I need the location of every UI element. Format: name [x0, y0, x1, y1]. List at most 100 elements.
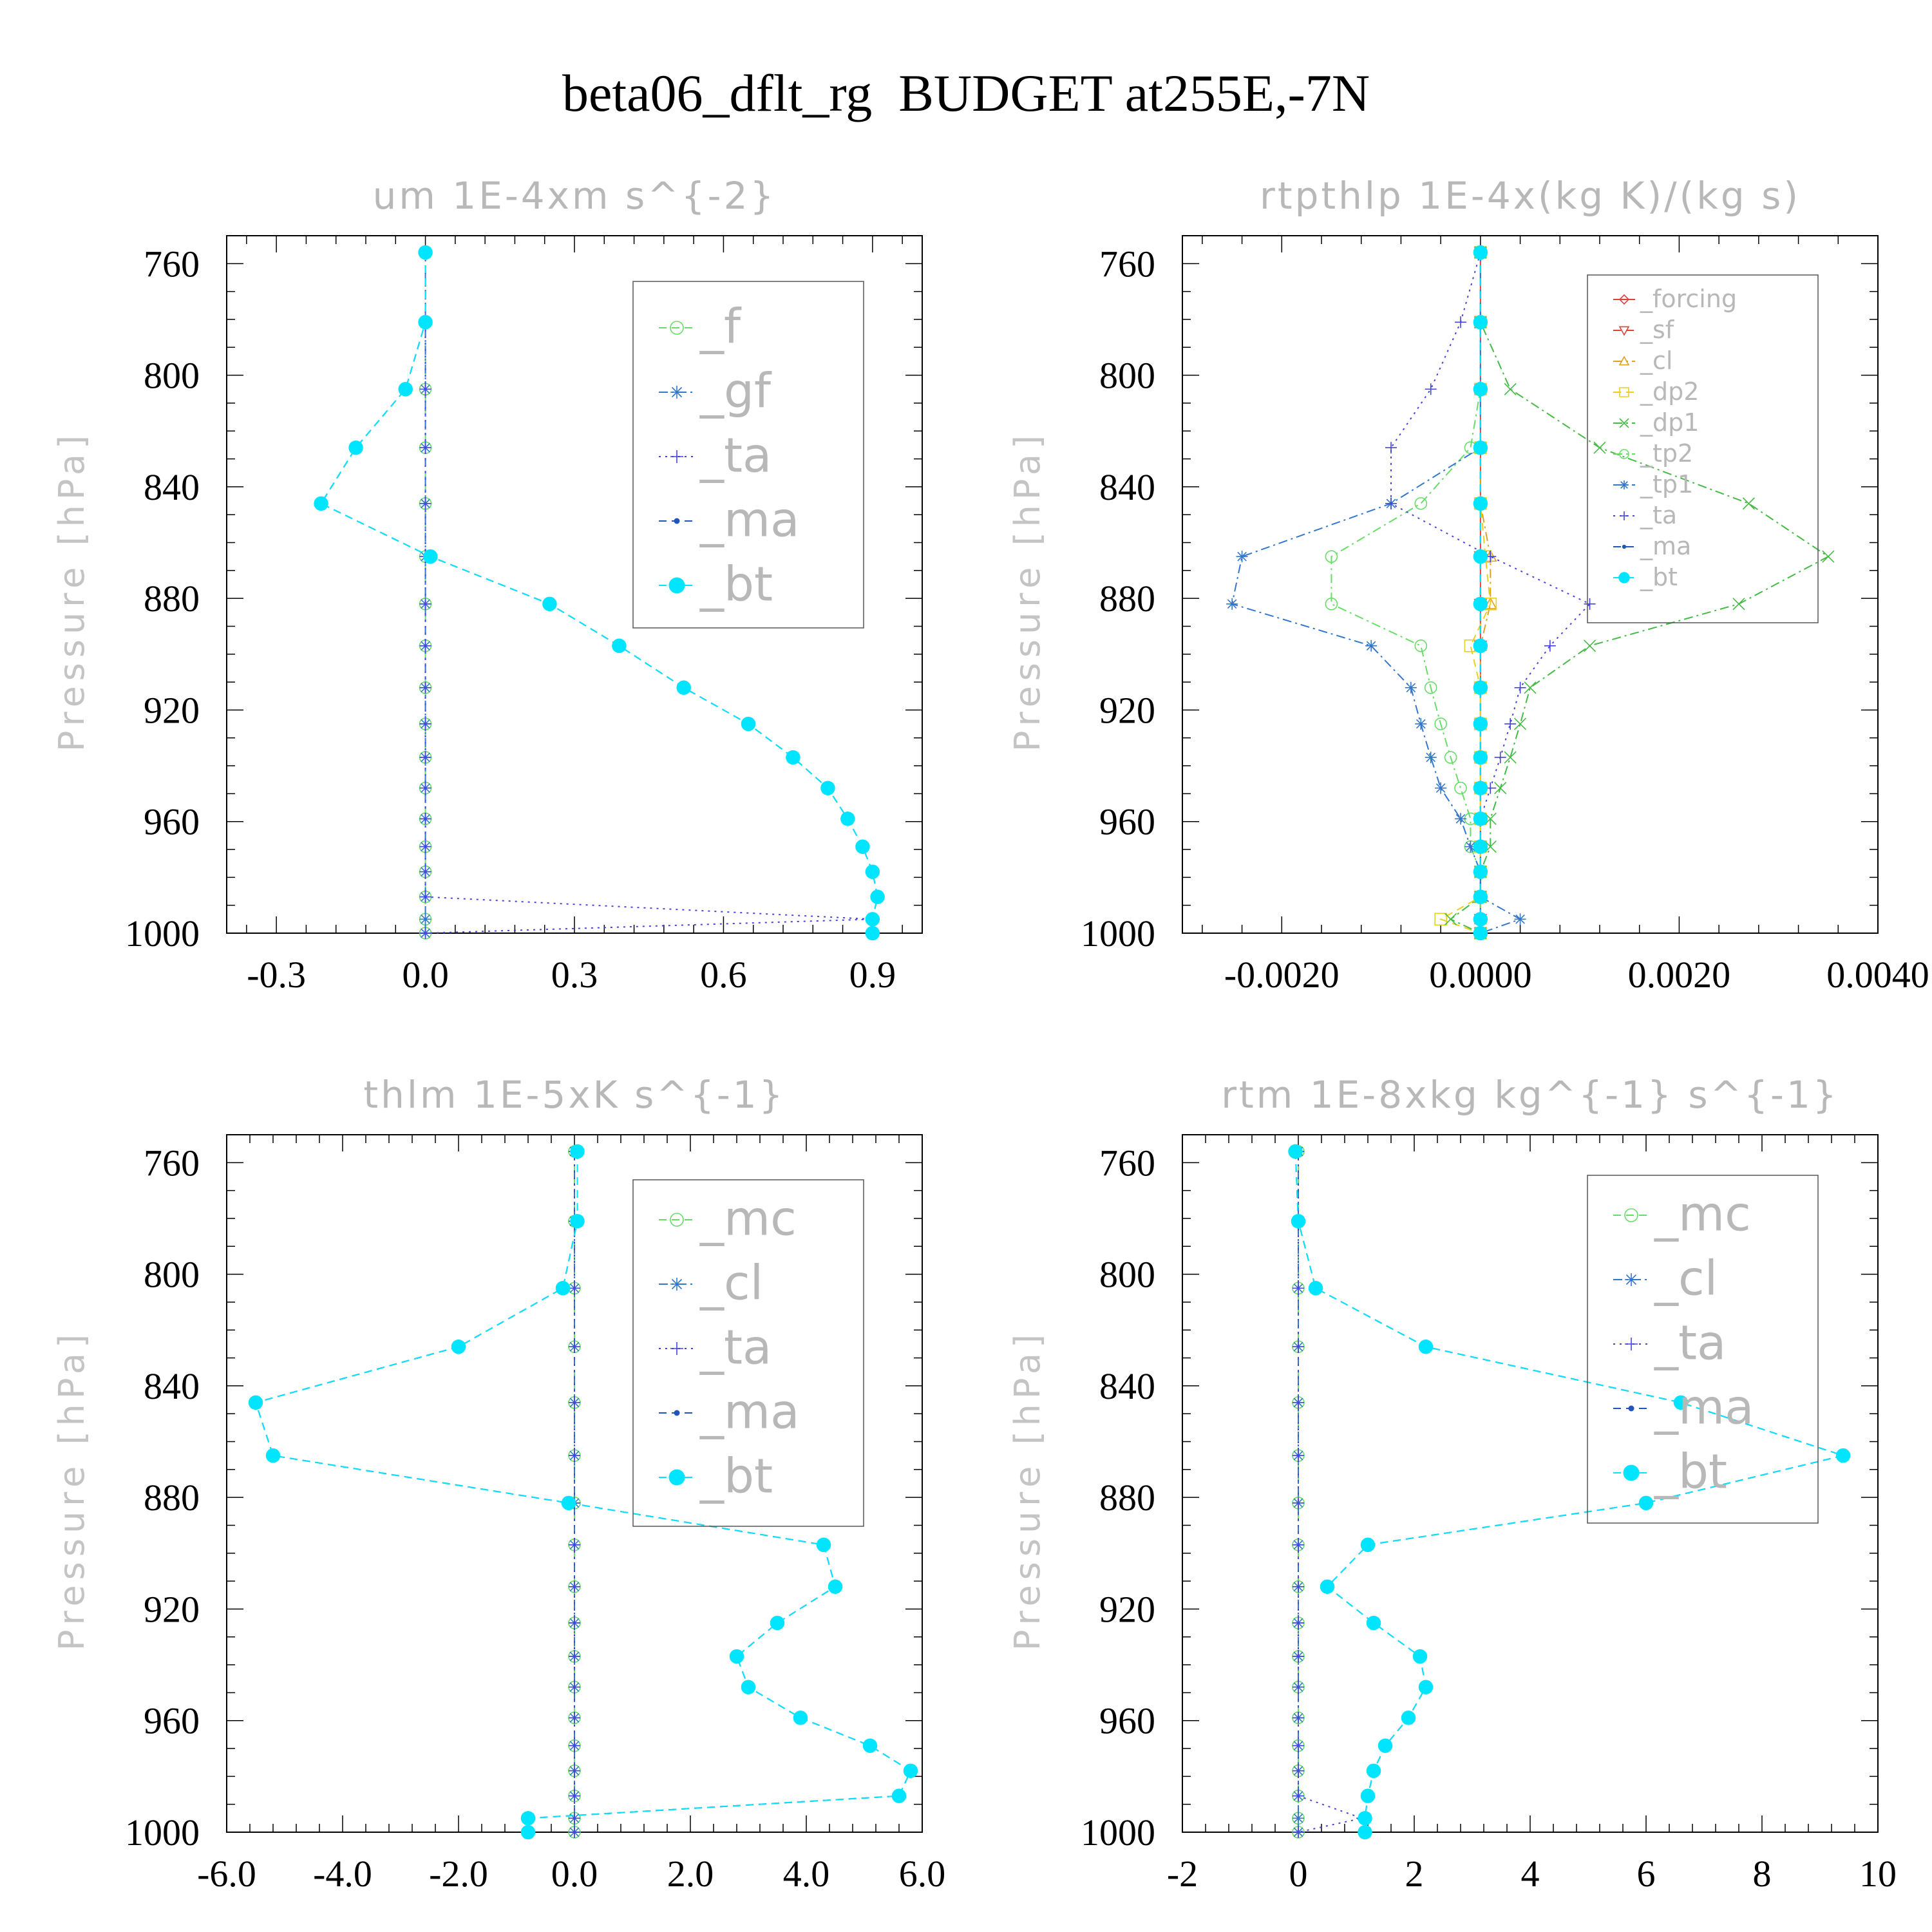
series-line [1449, 252, 1830, 934]
data-point [1358, 1811, 1372, 1826]
data-point [419, 639, 431, 652]
data-point [1401, 1710, 1416, 1725]
data-point [816, 1537, 831, 1553]
data-point [1514, 913, 1526, 925]
data-point [569, 1617, 580, 1629]
legend-label: _mc [1654, 1187, 1751, 1242]
chart-panel-2: rtpthlp 1E-4x(kg K)/(kg s) Pressure [hPa]… [1007, 174, 1929, 996]
data-point [569, 1765, 580, 1777]
data-point [419, 891, 431, 903]
data-point [1473, 750, 1488, 765]
data-point [561, 1495, 576, 1511]
x-tick-label: 4 [1521, 1853, 1540, 1895]
legend: _mc _cl _ta _ma _bt [632, 1179, 864, 1527]
data-point [419, 813, 431, 825]
data-point [1293, 1812, 1304, 1824]
x-tick-label: 0.9 [849, 954, 896, 996]
y-tick-label: 920 [1099, 1588, 1155, 1630]
data-point [1236, 551, 1248, 563]
data-point [1454, 781, 1467, 795]
data-point [1473, 889, 1488, 904]
data-point [1620, 511, 1629, 520]
data-point [1622, 544, 1627, 549]
data-point [820, 781, 835, 795]
legend-label: _dp1 [1640, 408, 1699, 437]
legend-label: _ta [1654, 1316, 1726, 1371]
data-point [1593, 441, 1606, 454]
x-tick-label: -0.3 [247, 954, 306, 996]
series-line [1231, 252, 1522, 934]
data-point [1325, 550, 1338, 563]
data-point [670, 450, 683, 463]
data-point [1584, 639, 1596, 652]
data-point [1414, 639, 1428, 652]
x-tick-label: -4.0 [313, 1853, 372, 1895]
legend: _forcing _sf_cl_dp2_dp1_tp2_tp1 _ta _ma _bt [1587, 274, 1819, 623]
data-point [419, 718, 431, 730]
data-point [419, 782, 431, 794]
legend-label: _mc [699, 1191, 797, 1247]
panel-title: thlm 1E-5xK s^{-1} [363, 1073, 785, 1117]
data-point [1473, 596, 1488, 612]
data-point [569, 1790, 580, 1802]
data-point [855, 839, 870, 854]
series-dp1 [1444, 246, 1835, 940]
data-point [419, 442, 431, 454]
data-point [1473, 496, 1488, 511]
data-point [1618, 326, 1630, 336]
data-point [862, 1738, 878, 1753]
legend: _f _gf _ta _ma _bt [632, 281, 864, 629]
legend-label: _tp2 [1640, 439, 1693, 468]
data-point [419, 383, 431, 395]
y-tick-label: 920 [1099, 689, 1155, 731]
data-point [1418, 1339, 1434, 1354]
legend-label: _ma [1640, 532, 1691, 560]
legend-label: _bt [1640, 563, 1678, 591]
series-line [320, 252, 878, 933]
data-point [1473, 680, 1488, 696]
legend-label: _dp2 [1640, 377, 1699, 406]
data-point [569, 1681, 580, 1693]
data-point [570, 1144, 585, 1159]
y-tick-label: 880 [144, 1477, 200, 1519]
data-point [1504, 718, 1517, 730]
y-tick-label: 920 [144, 689, 200, 731]
data-point [419, 913, 431, 925]
y-tick-label: 840 [144, 466, 200, 508]
data-point [668, 1469, 685, 1486]
data-point [1293, 1651, 1304, 1663]
series-ma [318, 249, 880, 936]
data-point [1619, 449, 1629, 459]
x-tick-label: 6 [1637, 1853, 1656, 1895]
data-point [1673, 1395, 1689, 1410]
series-line [320, 252, 878, 933]
y-axis-label: Pressure [hPa] [52, 430, 92, 752]
y-tick-label: 800 [1099, 1254, 1155, 1296]
data-point [891, 1788, 907, 1803]
data-point [418, 245, 433, 260]
data-point [569, 1812, 580, 1824]
data-point [419, 752, 431, 764]
data-point [570, 1214, 585, 1229]
data-point [1473, 716, 1488, 732]
data-point [1293, 1282, 1304, 1294]
data-point [1444, 913, 1457, 925]
data-point [1293, 1826, 1304, 1838]
legend-box [1587, 1175, 1819, 1524]
data-point [903, 1763, 918, 1778]
data-point [1293, 1617, 1304, 1629]
legend-label: _tp1 [1640, 470, 1693, 498]
y-tick-label: 1000 [125, 1812, 200, 1853]
data-point [1544, 639, 1556, 652]
y-tick-label: 760 [144, 243, 200, 285]
data-point [419, 866, 431, 878]
data-point [1226, 598, 1238, 610]
data-point [612, 638, 627, 654]
data-point [865, 925, 880, 941]
legend-box [632, 1179, 864, 1527]
legend-label: _ma [1654, 1380, 1754, 1435]
data-point [1405, 681, 1417, 694]
data-point [1514, 717, 1527, 730]
data-point [1473, 440, 1488, 455]
